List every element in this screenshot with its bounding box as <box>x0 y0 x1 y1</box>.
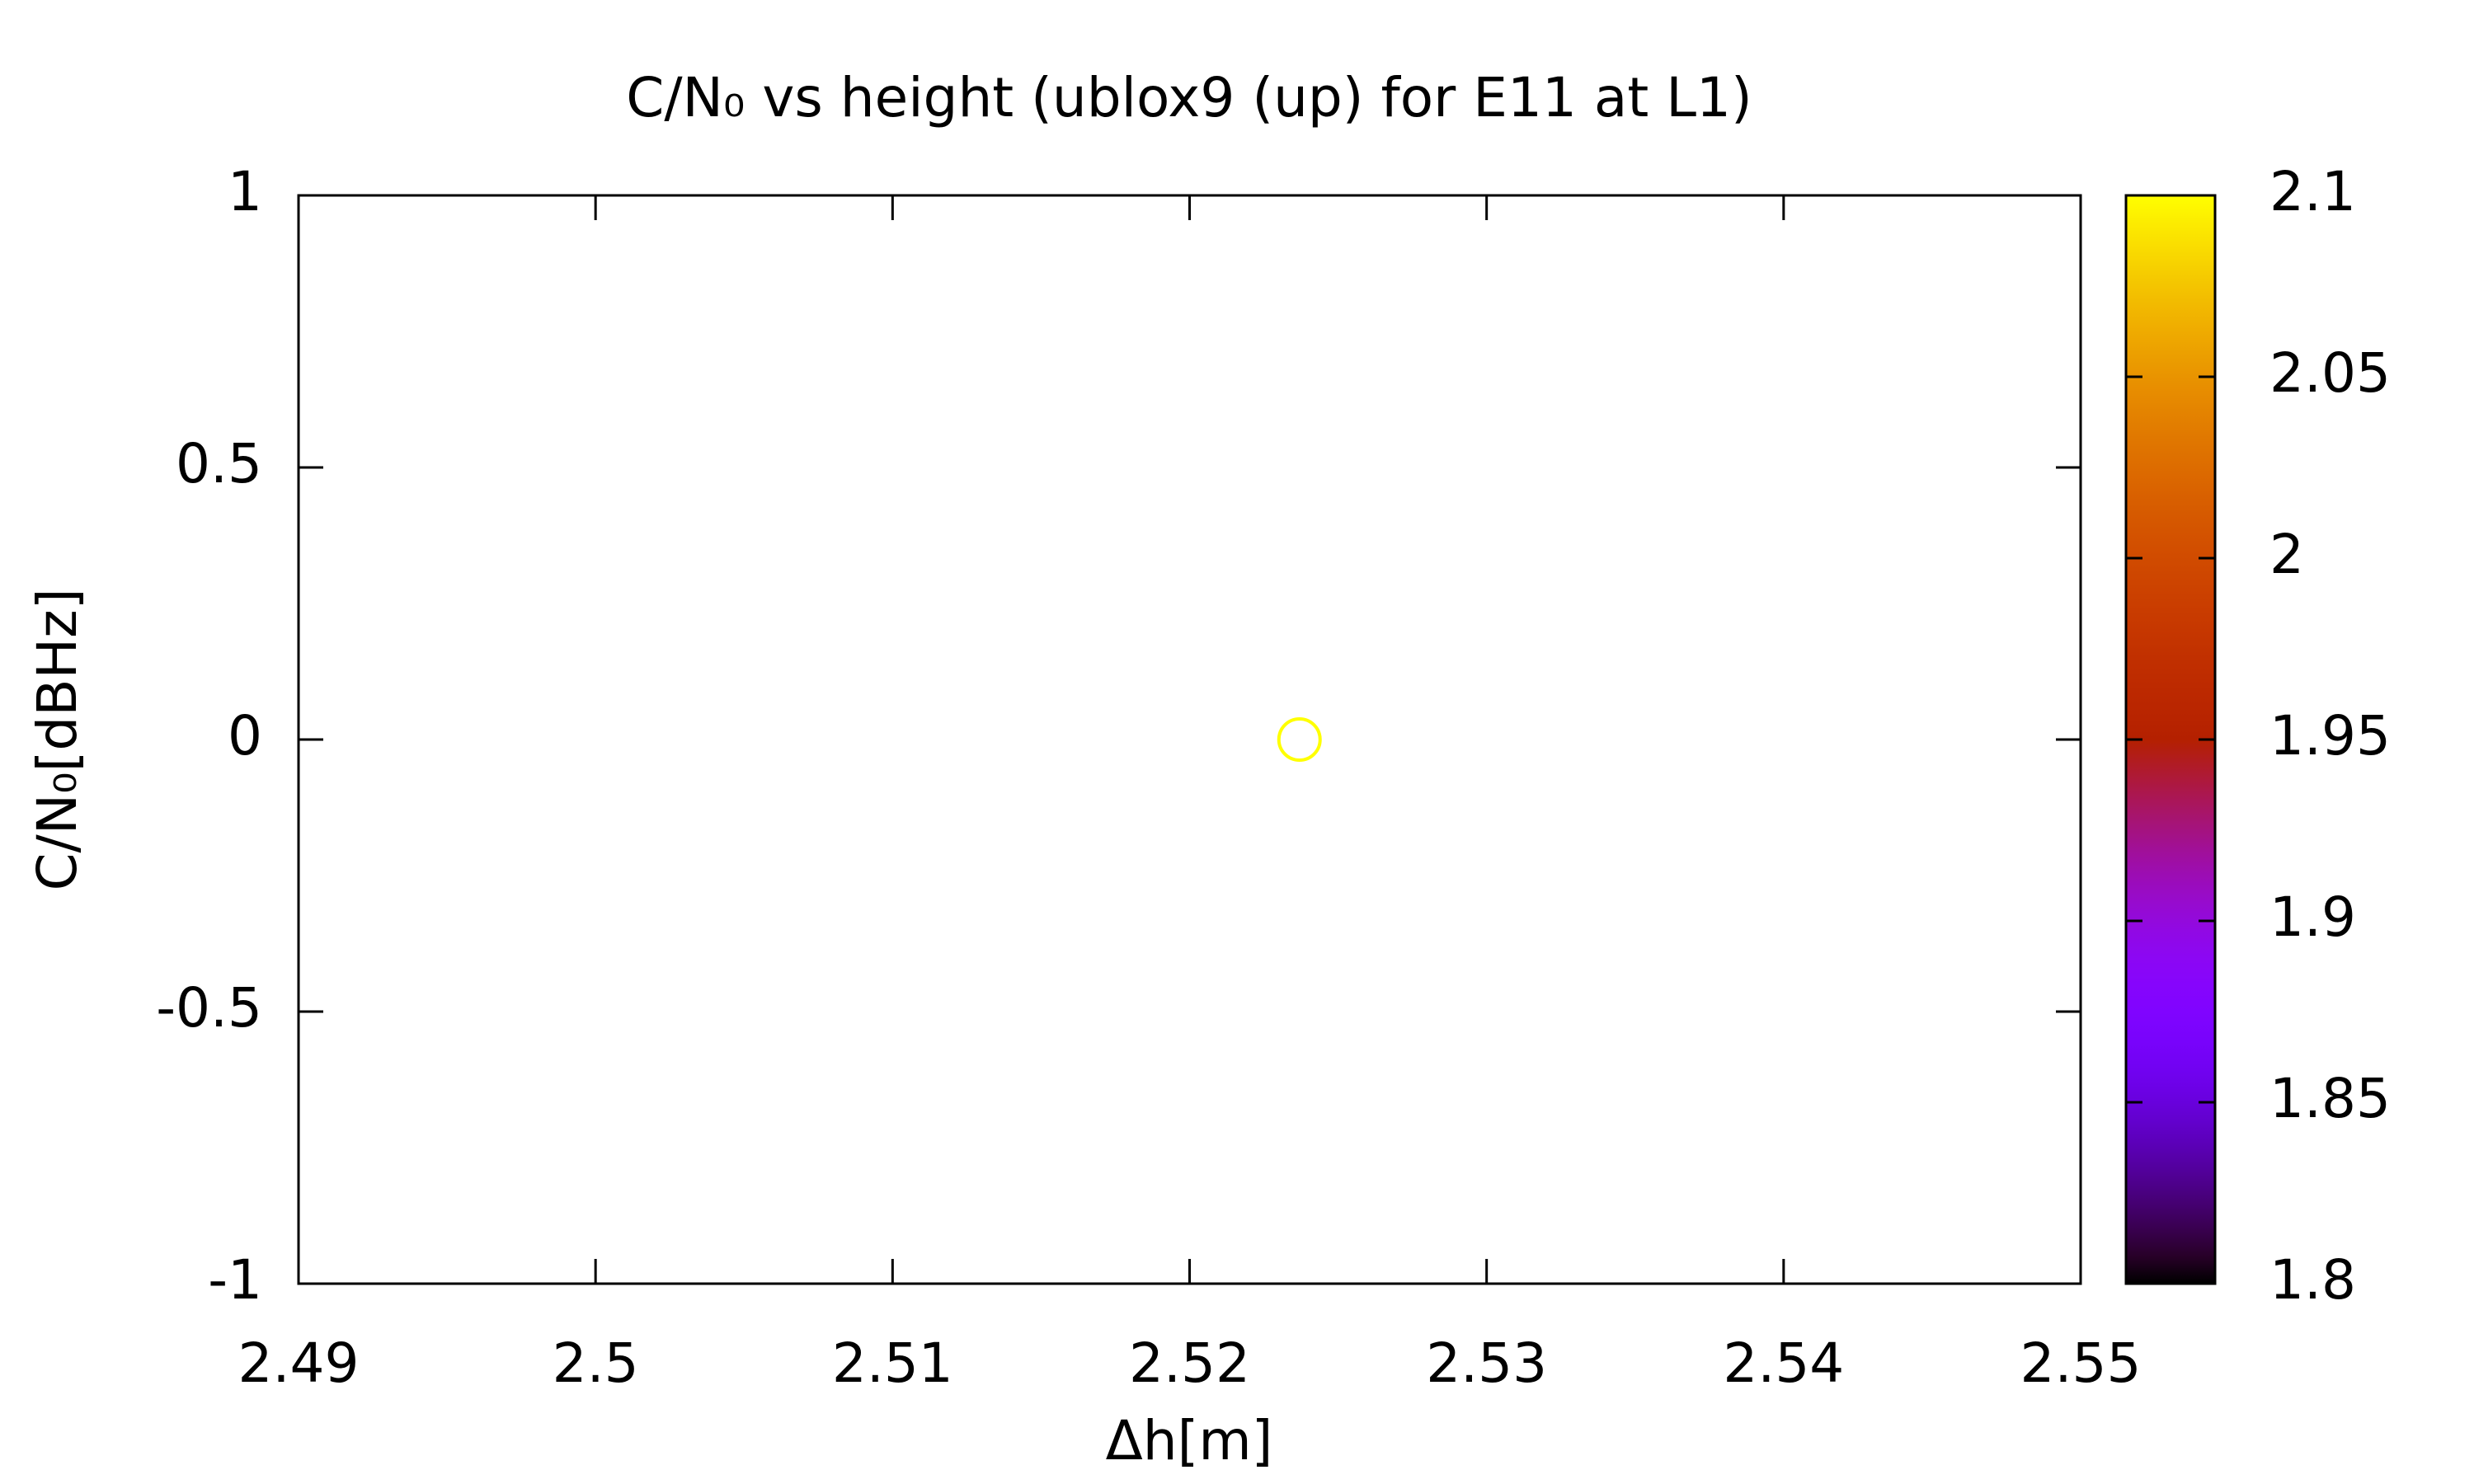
x-tick-label: 2.5 <box>553 1331 639 1395</box>
x-tick-label: 2.55 <box>2020 1331 2142 1395</box>
y-tick-label: -1 <box>208 1248 262 1312</box>
x-tick-label: 2.49 <box>238 1331 360 1395</box>
y-axis-label: C/N₀[dBHz] <box>26 588 89 890</box>
point <box>1277 717 1322 762</box>
colorbar-tick-label: 1.95 <box>2269 704 2391 768</box>
y-tick-label: 0.5 <box>176 432 262 495</box>
colorbar-tick-label: 1.8 <box>2269 1248 2356 1312</box>
colorbar-tick-label: 2.1 <box>2269 160 2356 223</box>
y-tick-label: 1 <box>228 160 262 223</box>
y-tick-label: -0.5 <box>156 976 262 1040</box>
y-tick-label: 0 <box>228 704 262 768</box>
colorbar-tick-label: 2.05 <box>2269 341 2391 405</box>
chart-title: C/N₀ vs height (ublox9 (up) for E11 at L… <box>626 66 1752 129</box>
x-tick-label: 2.52 <box>1129 1331 1250 1395</box>
x-tick-label: 2.54 <box>1723 1331 1844 1395</box>
x-axis-label: Δh[m] <box>1106 1409 1273 1472</box>
x-tick-label: 2.53 <box>1426 1331 1547 1395</box>
colorbar-tick-label: 1.85 <box>2269 1067 2391 1130</box>
colorbar-tick-label: 2 <box>2269 523 2304 586</box>
colorbar-tick-label: 1.9 <box>2269 885 2356 949</box>
x-tick-label: 2.51 <box>832 1331 953 1395</box>
